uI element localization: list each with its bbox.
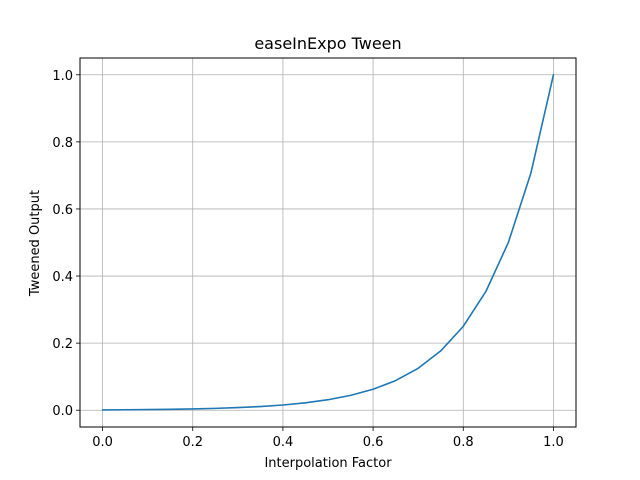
grid-layer	[80, 58, 576, 427]
y-axis-label: Tweened Output	[28, 190, 43, 297]
x-axis-label: Interpolation Factor	[264, 456, 392, 471]
y-tick-label: 0.4	[52, 270, 73, 285]
x-tick-label: 0.0	[92, 435, 113, 450]
y-tick-label: 0.8	[52, 136, 73, 151]
y-tick-label: 0.6	[52, 203, 73, 218]
chart-title: easeInExpo Tween	[254, 34, 401, 53]
plot-frame	[79, 57, 577, 428]
series-line-0	[101, 73, 555, 411]
y-tick-label: 0.2	[52, 337, 73, 352]
x-tick-label: 0.2	[182, 435, 203, 450]
x-tick-label: 1.0	[543, 435, 564, 450]
y-tick-label: 1.0	[52, 69, 73, 84]
x-tick-label: 0.8	[453, 435, 474, 450]
series-layer	[101, 73, 555, 411]
y-tick-label: 0.0	[52, 404, 73, 419]
ticks-layer: 0.0 0.2 0.4 0.6 0.8 1.0 0.0 0.2 0.4 0.6 0.8 1.0	[52, 69, 563, 450]
x-tick-label: 0.6	[363, 435, 384, 450]
x-tick-label: 0.4	[273, 435, 294, 450]
